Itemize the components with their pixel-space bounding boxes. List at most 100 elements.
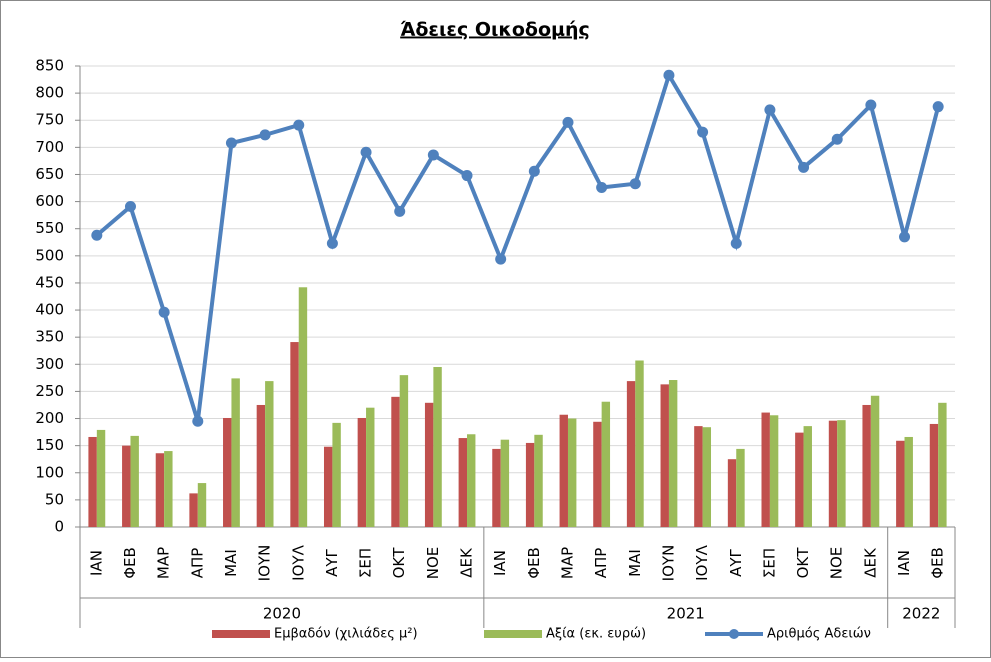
legend-swatch [212, 630, 270, 638]
bar [862, 404, 871, 527]
x-tick-label: ΙΑΝ [491, 550, 509, 576]
bar [399, 375, 409, 527]
y-tick-label: 300 [35, 355, 64, 373]
line-marker [427, 149, 439, 161]
x-tick-label: ΣΕΠ [760, 548, 778, 578]
legend-label: Εμβαδόν (χιλιάδες μ²) [274, 627, 418, 642]
bar [567, 418, 577, 527]
bar [298, 287, 308, 527]
x-tick-label: ΑΥΓ [727, 548, 745, 576]
line-marker [495, 253, 507, 265]
line-marker [360, 146, 372, 158]
legend-swatch [484, 630, 542, 638]
x-tick-label: ΙΟΥΝ [659, 545, 677, 582]
x-tick-label: ΙΟΥΝ [256, 545, 274, 582]
bar [727, 459, 737, 527]
line-marker [663, 69, 675, 81]
line-marker [697, 126, 709, 138]
bar [122, 445, 131, 527]
bar [736, 448, 745, 527]
bar [904, 436, 913, 527]
x-tick-label: ΟΚΤ [794, 547, 812, 579]
line-marker [461, 170, 473, 182]
y-tick-label: 600 [35, 192, 64, 210]
bar [761, 412, 770, 527]
line-marker [192, 415, 204, 427]
bar [223, 417, 232, 527]
bar [837, 420, 846, 527]
line-marker [293, 119, 305, 131]
bar [96, 429, 106, 527]
y-tick-label: 750 [35, 111, 64, 129]
line-marker [326, 237, 338, 249]
x-tick-label: ΙΟΥΛ [693, 544, 711, 580]
bar [164, 451, 173, 527]
line-marker [899, 231, 911, 243]
line-marker [225, 137, 237, 149]
bar [130, 435, 139, 527]
x-tick-label: ΟΚΤ [390, 547, 408, 579]
group-label: 2022 [902, 605, 940, 623]
bar [492, 448, 501, 527]
bar [769, 415, 779, 527]
x-tick-label: ΔΕΚ [861, 547, 879, 578]
x-tick-label: ΜΑΙ [626, 549, 644, 577]
line [95, 70, 941, 422]
bar [702, 427, 712, 527]
bar [668, 380, 678, 527]
x-tick-label: ΜΑΙ [222, 549, 240, 577]
line-marker [259, 129, 271, 141]
bar [694, 426, 703, 527]
x-tick-label: ΦΕΒ [121, 547, 139, 579]
y-tick-label: 350 [35, 328, 64, 346]
bar [189, 493, 198, 527]
bar [197, 483, 207, 527]
bar [290, 342, 299, 527]
line-marker [158, 306, 170, 318]
x-tick-label: ΑΠΡ [592, 548, 610, 579]
bar [332, 422, 341, 527]
bar [155, 453, 165, 527]
y-tick-label: 500 [35, 246, 64, 264]
y-tick-label: 50 [45, 490, 64, 508]
legend-swatch [729, 629, 739, 639]
line-marker [91, 229, 103, 241]
bar [929, 423, 939, 527]
bar [391, 396, 400, 527]
x-tick-label: ΜΑΡ [155, 547, 173, 579]
line-marker [764, 104, 776, 116]
y-tick-label: 650 [35, 165, 64, 183]
y-tick-label: 700 [35, 138, 64, 156]
line-marker [730, 237, 742, 249]
y-tick-label: 150 [35, 436, 64, 454]
bar [660, 384, 669, 527]
chart-title: Άδειες Οικοδομής [400, 19, 590, 41]
line-marker [629, 178, 641, 190]
line-marker [596, 181, 608, 193]
bar [366, 407, 375, 527]
x-tick-label: ΦΕΒ [929, 547, 947, 579]
line-marker [932, 101, 944, 113]
y-tick-label: 850 [35, 57, 64, 75]
line-marker [124, 200, 136, 212]
bar [467, 434, 476, 527]
y-tick-label: 100 [35, 463, 64, 481]
line-marker [394, 205, 406, 217]
line-marker [831, 133, 843, 145]
bar [626, 381, 636, 527]
y-tick-label: 400 [35, 301, 64, 319]
y-tick-label: 550 [35, 219, 64, 237]
legend-label: Αριθμός Αδειών [767, 627, 871, 642]
line-marker [865, 99, 877, 111]
x-tick-label: ΙΟΥΛ [289, 544, 307, 580]
x-tick-label: ΝΟΕ [828, 547, 846, 580]
bar [601, 401, 611, 527]
bar [870, 395, 880, 527]
bar [424, 402, 434, 527]
x-tick-label: ΑΥΓ [323, 548, 341, 576]
group-label: 2020 [263, 605, 301, 623]
bar [559, 414, 568, 527]
bar [433, 367, 442, 527]
